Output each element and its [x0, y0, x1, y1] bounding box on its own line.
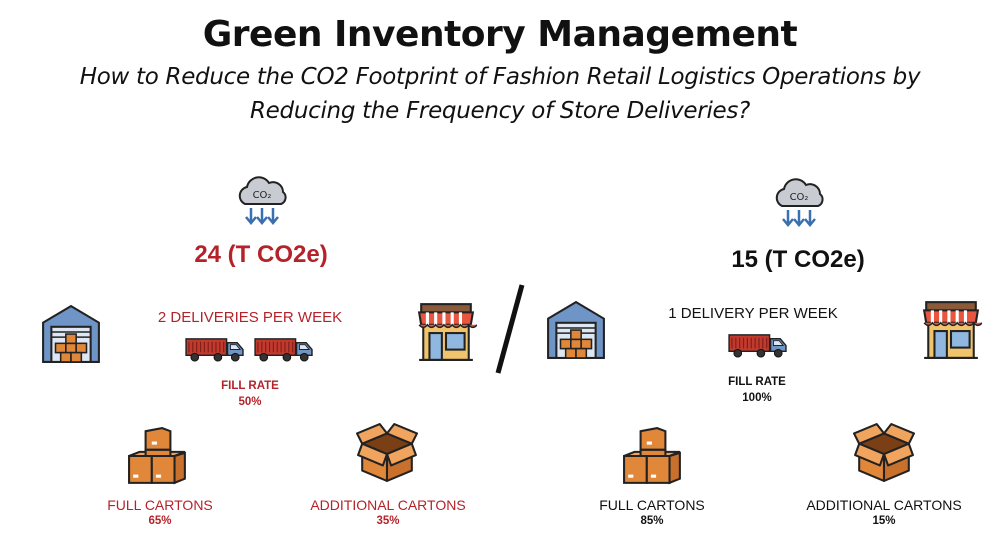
open-box-icon [356, 421, 418, 483]
fill-rate-value: 100% [742, 392, 772, 404]
co2-cloud-icon [231, 170, 291, 230]
stacked-boxes-icon [622, 425, 684, 487]
co2-cloud-icon [768, 172, 828, 232]
truck-icon [254, 336, 314, 363]
full-cartons-label: FULL CARTONS [599, 497, 705, 513]
subtitle-line-2: Reducing the Frequency of Store Deliveri… [250, 98, 750, 124]
fill-rate-label: FILL RATE [221, 380, 279, 392]
co2-value: 24 (T CO2e) [194, 241, 328, 268]
truck-icon [728, 332, 788, 359]
truck-icon [185, 336, 245, 363]
fill-rate: FILL RATE 100% [687, 374, 827, 406]
fill-rate-value: 50% [238, 396, 262, 408]
full-cartons-value: 85% [640, 515, 664, 527]
page-title: Green Inventory Management [202, 14, 798, 55]
stacked-boxes-icon [127, 425, 189, 487]
full-cartons: FULL CARTONS 65% [90, 497, 230, 529]
additional-cartons: ADDITIONAL CARTONS 35% [298, 497, 478, 529]
delivery-frequency: 1 DELIVERY PER WEEK [668, 305, 838, 322]
store-icon [920, 298, 982, 360]
warehouse-icon [40, 302, 102, 364]
fill-rate: FILL RATE 50% [180, 378, 320, 410]
full-cartons-label: FULL CARTONS [107, 497, 213, 513]
open-box-icon [853, 421, 915, 483]
additional-cartons-label: ADDITIONAL CARTONS [310, 497, 466, 513]
full-cartons-value: 65% [148, 515, 172, 527]
store-icon [415, 300, 477, 362]
additional-cartons-label: ADDITIONAL CARTONS [806, 497, 962, 513]
full-cartons: FULL CARTONS 85% [582, 497, 722, 529]
warehouse-icon [545, 298, 607, 360]
additional-cartons-value: 15% [872, 515, 896, 527]
fill-rate-label: FILL RATE [728, 376, 786, 388]
co2-value: 15 (T CO2e) [731, 246, 865, 273]
scenario-divider [495, 284, 525, 374]
delivery-frequency: 2 DELIVERIES PER WEEK [157, 309, 343, 326]
additional-cartons-value: 35% [376, 515, 400, 527]
additional-cartons: ADDITIONAL CARTONS 15% [794, 497, 974, 529]
subtitle-line-1: How to Reduce the CO2 Footprint of Fashi… [79, 64, 921, 90]
